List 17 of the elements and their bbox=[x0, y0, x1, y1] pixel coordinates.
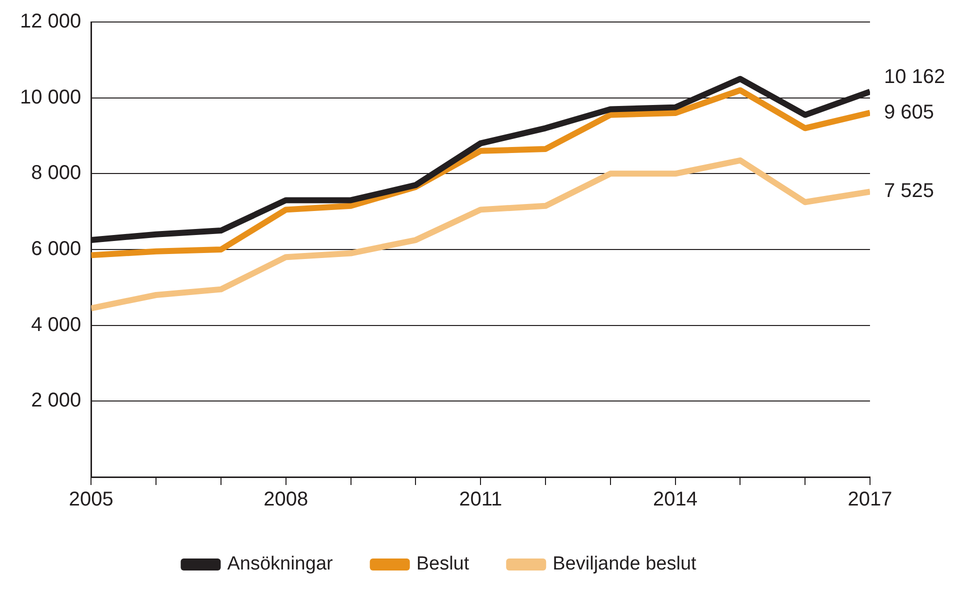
y-tick-label: 4 000 bbox=[31, 314, 82, 336]
y-tick-label: 8 000 bbox=[31, 162, 82, 184]
data-label: 9 605 bbox=[884, 101, 934, 124]
x-tick-label: 2011 bbox=[459, 488, 502, 511]
x-tick-label: 2014 bbox=[653, 488, 698, 511]
data-label: 10 162 bbox=[884, 66, 946, 88]
y-tick-label: 6 000 bbox=[31, 238, 82, 260]
x-tick-label: 2017 bbox=[848, 488, 892, 511]
legend-label: Beslut bbox=[416, 554, 470, 575]
data-label: 7 525 bbox=[884, 180, 934, 202]
legend-label: Ansökningar bbox=[227, 554, 334, 575]
y-tick-label: 2 000 bbox=[31, 390, 82, 412]
x-tick-label: 2008 bbox=[264, 488, 308, 511]
legend-label: Beviljande beslut bbox=[552, 554, 698, 575]
y-tick-label: 10 000 bbox=[20, 86, 82, 108]
y-tick-label: 12 000 bbox=[20, 10, 82, 33]
x-tick-label: 2005 bbox=[68, 488, 114, 511]
